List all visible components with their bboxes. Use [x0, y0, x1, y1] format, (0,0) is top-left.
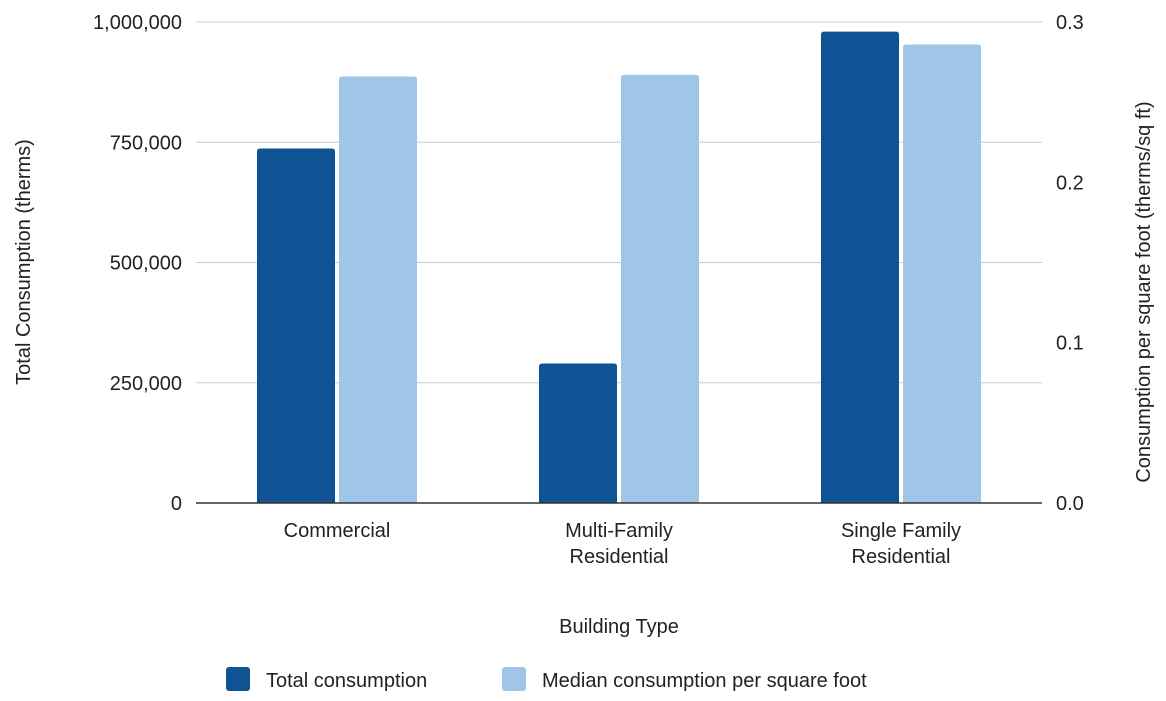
category-label: Single Family	[841, 520, 961, 542]
bar-total-consumption	[257, 148, 335, 504]
bars	[257, 31, 981, 504]
bar-median-per-sqft	[903, 44, 981, 504]
bar-total-consumption	[821, 31, 899, 504]
legend-swatch	[226, 667, 250, 691]
gridlines	[196, 21, 1042, 384]
category-label: Residential	[570, 546, 669, 568]
right-tick-label: 0.0	[1056, 493, 1084, 515]
right-axis-title: Consumption per square foot (therms/sq f…	[1133, 101, 1155, 482]
category-label: Residential	[852, 546, 951, 568]
bar-median-per-sqft	[621, 74, 699, 503]
legend-label: Total consumption	[266, 670, 427, 692]
left-tick-label: 250,000	[110, 373, 182, 395]
left-axis-title: Total Consumption (therms)	[13, 139, 35, 385]
category-label: Multi-Family	[565, 520, 673, 542]
right-axis-ticks: 0.0 0.1 0.2 0.3	[1056, 12, 1084, 515]
legend-swatch	[502, 667, 526, 691]
left-tick-label: 0	[171, 493, 182, 515]
bar-median-per-sqft	[339, 76, 417, 503]
legend: Total consumption Median consumption per …	[226, 667, 867, 692]
left-tick-label: 1,000,000	[93, 12, 182, 34]
category-labels: Commercial Multi-Family Residential Single …	[284, 520, 961, 568]
category-label: Commercial	[284, 520, 391, 542]
right-tick-label: 0.1	[1056, 333, 1084, 355]
x-axis-title: Building Type	[559, 616, 679, 638]
legend-label: Median consumption per square foot	[542, 670, 867, 692]
left-axis-ticks: 0 250,000 500,000 750,000 1,000,000	[93, 12, 182, 515]
left-tick-label: 750,000	[110, 132, 182, 154]
left-tick-label: 500,000	[110, 253, 182, 275]
bar-total-consumption	[539, 363, 617, 503]
right-tick-label: 0.2	[1056, 172, 1084, 194]
right-tick-label: 0.3	[1056, 12, 1084, 34]
